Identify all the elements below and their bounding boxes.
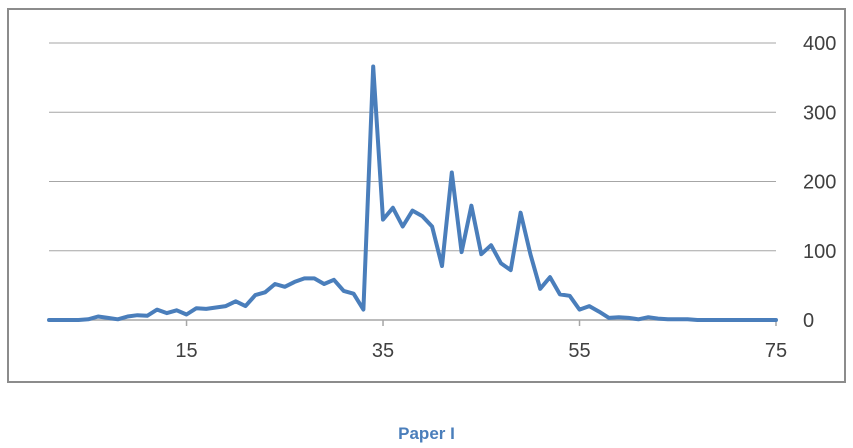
y-tick-label: 200 <box>803 172 836 194</box>
x-tick-label: 35 <box>372 340 394 362</box>
y-tick-label: 300 <box>803 102 836 124</box>
y-tick-label: 400 <box>803 33 836 55</box>
x-tick-label: 55 <box>568 340 590 362</box>
chart-frame: 0 100 200 300 400 15 35 55 75 <box>7 8 846 383</box>
series-line-0 <box>47 64 778 322</box>
y-tick-label: 0 <box>803 310 814 332</box>
x-tick-label: 15 <box>175 340 197 362</box>
y-tick-label: 100 <box>803 241 836 263</box>
line-chart: 0 100 200 300 400 15 35 55 75 <box>47 33 836 362</box>
figure-caption: Paper I <box>398 424 455 443</box>
x-tick-label: 75 <box>765 340 787 362</box>
